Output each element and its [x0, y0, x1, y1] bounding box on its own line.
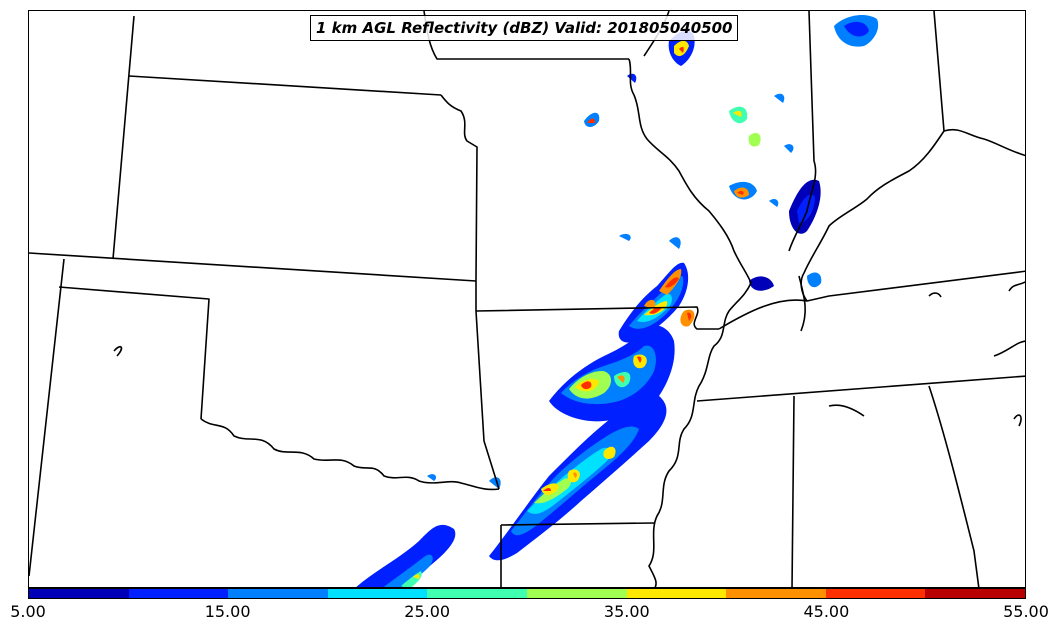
- colorbar-tick-label: 15.00: [204, 602, 251, 621]
- storm-cell-squall-line-south: [356, 396, 667, 587]
- colorbar-tick-labels: 5.00 15.00 25.00 35.00 45.00 55.00: [10, 602, 1049, 622]
- reflectivity-storm-cells: [356, 15, 879, 587]
- storm-cell-arkansas-cluster: [549, 325, 675, 422]
- storm-cell-illinois-cells: [427, 15, 879, 489]
- colorbar-segment: [29, 589, 129, 598]
- colorbar-tick-label: 5.00: [10, 602, 46, 621]
- state-borders: [29, 11, 1025, 587]
- colorbar-segment: [128, 589, 229, 598]
- colorbar-tick-label: 35.00: [603, 602, 650, 621]
- map-title: 1 km AGL Reflectivity (dBZ) Valid: 20180…: [310, 15, 739, 41]
- colorbar: [28, 588, 1026, 599]
- colorbar-tick-label: 55.00: [1003, 602, 1049, 621]
- reflectivity-map: [29, 11, 1025, 587]
- colorbar-segment: [925, 589, 1025, 598]
- colorbar-segment: [726, 589, 826, 598]
- colorbar-segment: [626, 589, 727, 598]
- colorbar-segment: [228, 589, 328, 598]
- colorbar-segment: [327, 589, 428, 598]
- storm-cell-missouri-cluster: [618, 262, 695, 343]
- colorbar-segment: [526, 589, 627, 598]
- colorbar-segment: [427, 589, 527, 598]
- colorbar-tick-label: 45.00: [803, 602, 850, 621]
- colorbar-tick-label: 25.00: [404, 602, 451, 621]
- map-panel: [28, 10, 1026, 588]
- colorbar-segment: [825, 589, 926, 598]
